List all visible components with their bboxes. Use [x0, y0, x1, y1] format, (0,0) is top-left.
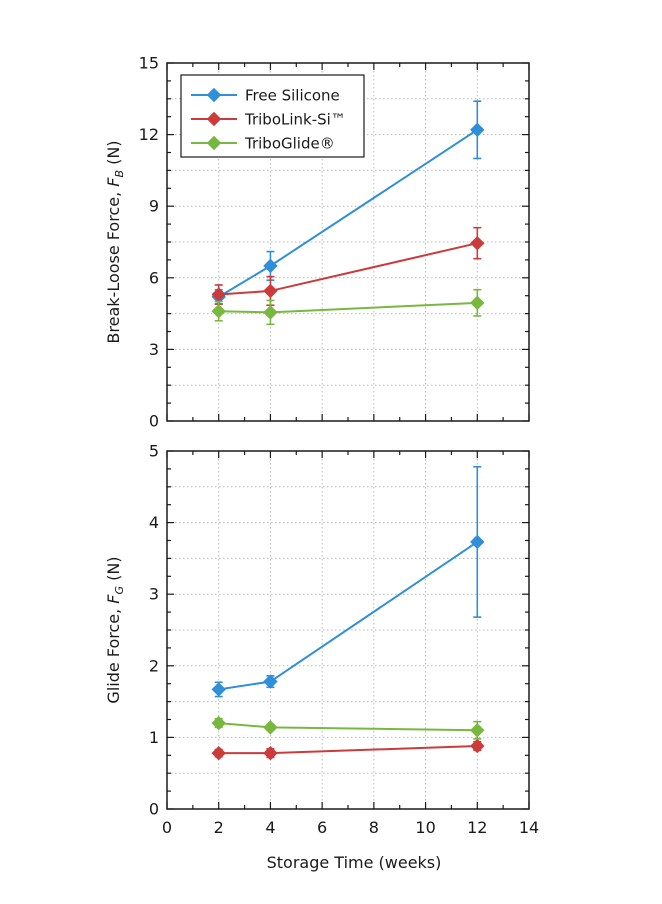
x-tick-label: 12: [467, 818, 487, 837]
y-tick-label: 2: [149, 656, 159, 675]
y-tick-label: 0: [149, 800, 159, 819]
x-tick-label: 6: [317, 818, 327, 837]
data-point: [470, 295, 485, 311]
legend-item: TriboLink-Si™: [191, 111, 346, 129]
x-tick-label: 2: [214, 818, 224, 837]
y-axis-label-subscript: G: [113, 586, 126, 595]
data-point: [263, 720, 278, 735]
legend-label: TriboGlide®: [244, 135, 335, 153]
series: [211, 715, 485, 740]
y-tick-label: 15: [139, 54, 159, 73]
series-line: [218, 301, 478, 314]
data-point: [263, 283, 278, 299]
series: [211, 226, 485, 307]
legend-swatch-marker: [206, 87, 222, 103]
y-axis-label-symbol: F: [104, 594, 123, 604]
series: [211, 738, 485, 761]
y-axis-label-suffix: (N): [104, 556, 123, 586]
legend: Free Silicone TriboLink-Si™ TriboGlide®: [180, 74, 365, 158]
data-point: [470, 534, 485, 550]
series-line: [218, 541, 478, 691]
legend-item: Free Silicone: [191, 87, 340, 105]
x-tick-label: 14: [519, 818, 539, 837]
y-tick-label: 12: [139, 125, 159, 144]
data-point: [263, 258, 278, 274]
y-axis-label: Break-Loose Force, FB (N): [104, 140, 126, 343]
data-point: [263, 674, 278, 689]
series-line: [218, 744, 478, 755]
y-axis-label-subscript: B: [113, 170, 126, 178]
legend-swatch-marker: [206, 135, 222, 151]
series-line: [218, 242, 478, 296]
legend-swatch-marker: [206, 111, 222, 127]
y-tick-label: 1: [149, 728, 159, 747]
legend-label: TriboLink-Si™: [244, 111, 346, 129]
y-axis-label-symbol: F: [104, 177, 123, 187]
y-axis-label-prefix: Break-Loose Force,: [104, 187, 123, 344]
y-axis-label-prefix: Glide Force,: [104, 604, 123, 704]
y-axis-label: Glide Force, FG (N): [104, 556, 126, 703]
data-point: [211, 304, 226, 319]
data-point: [211, 715, 226, 731]
data-point: [211, 682, 226, 697]
x-tick-label: 0: [162, 818, 172, 837]
series: [211, 465, 485, 698]
x-axis-label: Storage Time (weeks): [267, 853, 442, 872]
data-point: [470, 723, 485, 738]
legend-label: Free Silicone: [245, 87, 340, 105]
y-tick-label: 0: [149, 412, 159, 431]
data-point: [470, 235, 485, 251]
data-point: [211, 745, 226, 761]
x-tick-label: 10: [415, 818, 435, 837]
data-point: [263, 745, 278, 761]
data-point: [470, 738, 485, 754]
y-tick-label: 6: [149, 268, 159, 287]
data-point: [470, 122, 485, 138]
y-tick-label: 9: [149, 197, 159, 216]
y-tick-label: 5: [149, 442, 159, 461]
x-tick-label: 8: [369, 818, 379, 837]
y-tick-label: 3: [149, 340, 159, 359]
data-point: [263, 305, 278, 320]
series: [211, 288, 485, 326]
y-axis-label-suffix: (N): [104, 140, 123, 170]
y-tick-label: 3: [149, 585, 159, 604]
y-tick-label: 4: [149, 513, 159, 532]
series-line: [218, 722, 478, 732]
x-tick-label: 4: [265, 818, 275, 837]
legend-item: TriboGlide®: [191, 135, 335, 153]
